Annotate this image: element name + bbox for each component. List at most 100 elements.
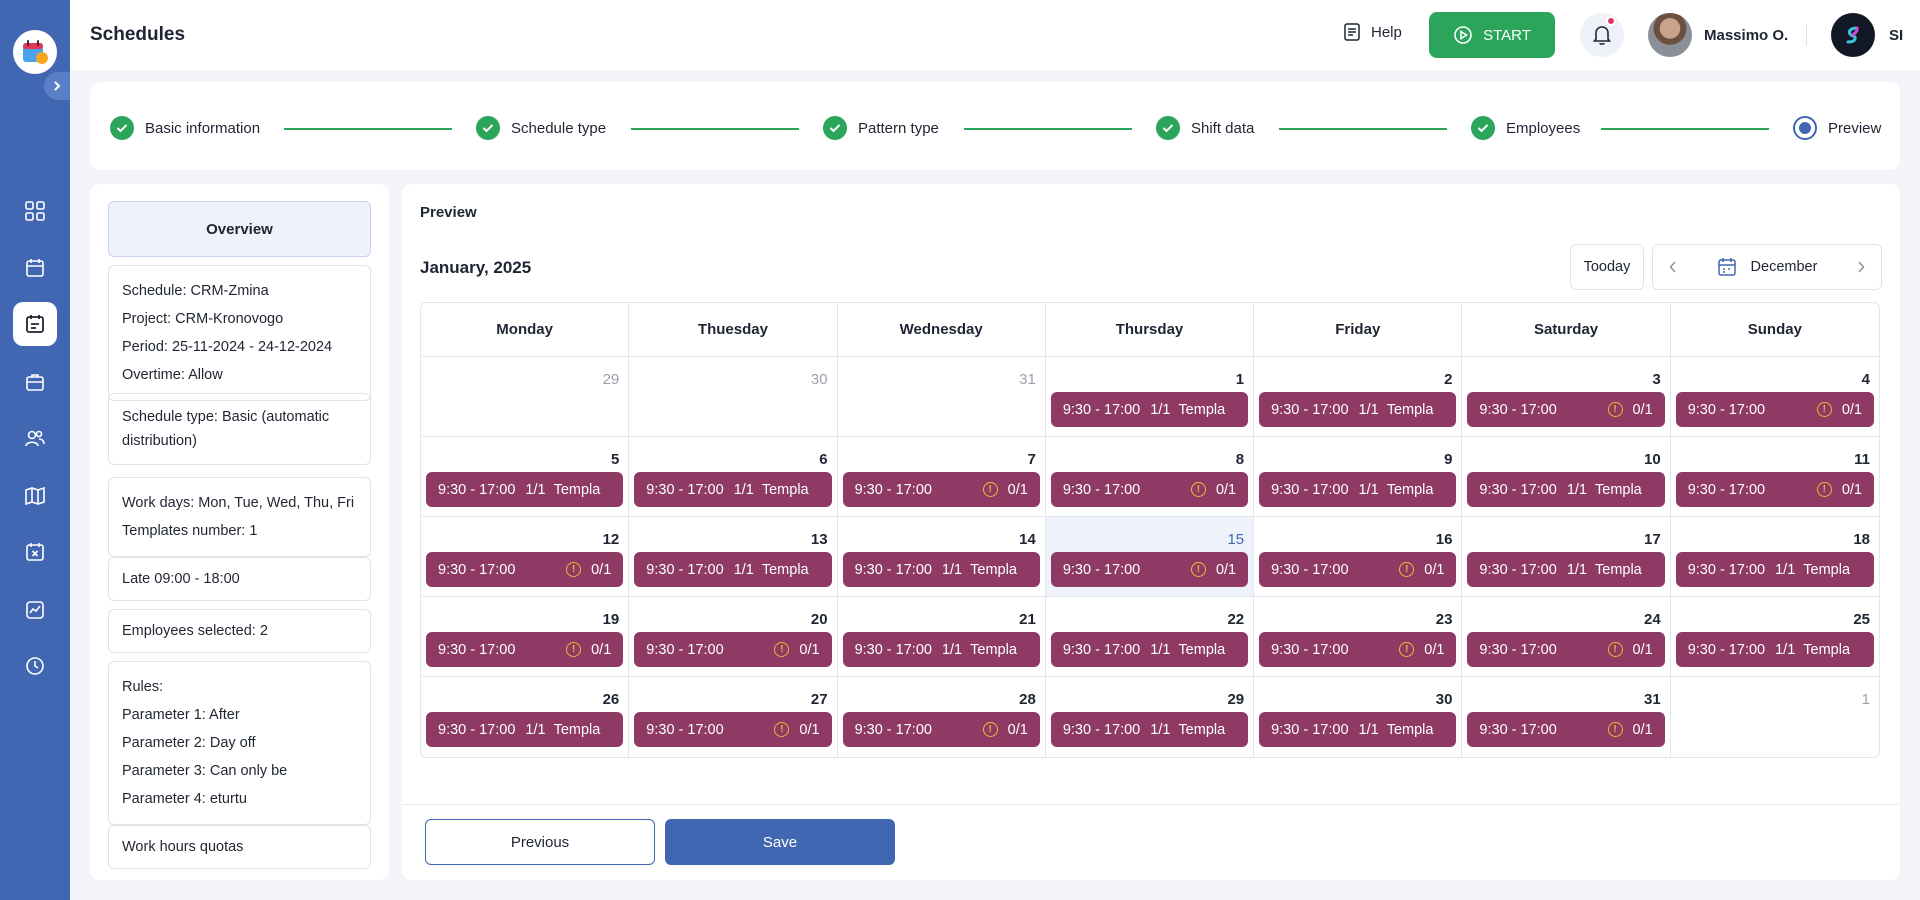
shift-chip[interactable]: 9:30 - 17:00! 0/1 — [634, 632, 832, 667]
calendar-day-cell[interactable]: 12 9:30 - 17:00! 0/1 — [421, 517, 630, 597]
shift-chip[interactable]: 9:30 - 17:00 1/1 Templa — [1675, 552, 1874, 587]
nav-reports[interactable] — [13, 588, 57, 632]
shift-chip[interactable]: 9:30 - 17:00 1/1 Templa — [634, 472, 832, 507]
calendar-day-cell[interactable]: 13 9:30 - 17:00 1/1 Templa — [629, 517, 838, 597]
calendar-day-cell[interactable]: 11 9:30 - 17:00! 0/1 — [1670, 437, 1879, 517]
calendar-day-cell[interactable]: 4 9:30 - 17:00! 0/1 — [1670, 357, 1879, 437]
nav-time[interactable] — [13, 644, 57, 688]
step-basic-information[interactable]: Basic information — [110, 116, 260, 140]
calendar-day-cell[interactable]: 31 9:30 - 17:00! 0/1 — [1462, 677, 1671, 757]
shift-chip[interactable]: 9:30 - 17:00! 0/1 — [842, 472, 1040, 507]
shift-chip[interactable]: 9:30 - 17:00! 0/1 — [842, 712, 1040, 747]
shift-chip[interactable]: 9:30 - 17:00! 0/1 — [1675, 472, 1874, 507]
company-switcher[interactable]: SI — [1831, 13, 1903, 57]
user-menu[interactable]: Massimo O. — [1648, 13, 1788, 57]
start-button[interactable]: START — [1429, 12, 1555, 58]
calendar-day-cell[interactable]: 24 9:30 - 17:00! 0/1 — [1462, 597, 1671, 677]
calendar-day-cell[interactable]: 16 9:30 - 17:00! 0/1 — [1254, 517, 1463, 597]
calendar-day-cell[interactable]: 23 9:30 - 17:00! 0/1 — [1254, 597, 1463, 677]
shift-chip[interactable]: 9:30 - 17:00 1/1 Templa — [1259, 472, 1457, 507]
calendar-day-cell[interactable]: 14 9:30 - 17:00 1/1 Templa — [837, 517, 1046, 597]
template-card: Late 09:00 - 18:00 — [108, 557, 371, 601]
calendar-day-cell[interactable]: 21 9:30 - 17:00 1/1 Templa — [837, 597, 1046, 677]
shift-chip[interactable]: 9:30 - 17:00 1/1 Templa — [1050, 632, 1249, 667]
calendar-day-cell[interactable]: 29 — [421, 357, 630, 437]
calendar-day-cell[interactable]: 28 9:30 - 17:00! 0/1 — [838, 677, 1046, 757]
shift-chip[interactable]: 9:30 - 17:00 1/1 Templa — [842, 632, 1040, 667]
step-preview[interactable]: Preview — [1793, 116, 1881, 140]
shift-chip[interactable]: 9:30 - 17:00! 0/1 — [634, 712, 832, 747]
calendar-day-cell[interactable]: 22 9:30 - 17:00 1/1 Templa — [1045, 597, 1255, 677]
calendar-day-cell[interactable]: 8 9:30 - 17:00! 0/1 — [1045, 437, 1255, 517]
shift-chip[interactable]: 9:30 - 17:00 1/1 Templa — [1467, 472, 1665, 507]
shift-time: 9:30 - 17:00 — [1687, 561, 1766, 578]
app-logo-icon[interactable] — [13, 30, 57, 74]
shift-chip[interactable]: 9:30 - 17:00 1/1 Templa — [426, 712, 624, 747]
shift-chip[interactable]: 9:30 - 17:00! 0/1 — [1050, 552, 1249, 587]
calendar-day-cell[interactable]: 27 9:30 - 17:00! 0/1 — [629, 677, 838, 757]
calendar-day-cell[interactable]: 26 9:30 - 17:00 1/1 Templa — [421, 677, 630, 757]
step-schedule-type[interactable]: Schedule type — [476, 116, 606, 140]
today-button[interactable]: Tooday — [1570, 244, 1644, 290]
calendar-day-cell[interactable]: 3 9:30 - 17:00! 0/1 — [1462, 357, 1671, 437]
shift-chip[interactable]: 9:30 - 17:00! 0/1 — [1259, 632, 1457, 667]
calendar-day-cell[interactable]: 15 9:30 - 17:00! 0/1 — [1045, 517, 1255, 597]
overview-tab[interactable]: Overview — [108, 201, 371, 257]
calendar-day-cell[interactable]: 25 9:30 - 17:00 1/1 Templa — [1670, 597, 1879, 677]
calendar-day-cell[interactable]: 6 9:30 - 17:00 1/1 Templa — [629, 437, 838, 517]
shift-chip[interactable]: 9:30 - 17:00! 0/1 — [1675, 392, 1874, 427]
calendar-day-cell[interactable]: 30 9:30 - 17:00 1/1 Templa — [1254, 677, 1463, 757]
calendar-day-cell[interactable]: 29 9:30 - 17:00 1/1 Templa — [1046, 677, 1255, 757]
next-month-button[interactable] — [1841, 261, 1881, 273]
calendar-day-cell[interactable]: 19 9:30 - 17:00! 0/1 — [421, 597, 630, 677]
nav-absences[interactable] — [13, 530, 57, 574]
notifications-button[interactable] — [1580, 13, 1624, 57]
nav-projects[interactable] — [13, 360, 57, 404]
calendar-day-cell[interactable]: 7 9:30 - 17:00! 0/1 — [837, 437, 1046, 517]
shift-chip[interactable]: 9:30 - 17:00 1/1 Templa — [634, 552, 832, 587]
step-pattern-type[interactable]: Pattern type — [823, 116, 939, 140]
calendar-day-cell[interactable]: 2 9:30 - 17:00 1/1 Templa — [1254, 357, 1463, 437]
calendar-day-cell[interactable]: 31 — [837, 357, 1046, 437]
shift-chip[interactable]: 9:30 - 17:00! 0/1 — [426, 552, 624, 587]
step-employees[interactable]: Employees — [1471, 116, 1580, 140]
calendar-day-cell[interactable]: 1 — [1671, 677, 1879, 757]
month-select[interactable]: December — [1693, 257, 1841, 277]
shift-chip[interactable]: 9:30 - 17:00 1/1 Templa — [1259, 392, 1457, 427]
shift-chip[interactable]: 9:30 - 17:00! 0/1 — [426, 632, 624, 667]
calendar-day-cell[interactable]: 30 — [629, 357, 838, 437]
calendar-icon — [26, 259, 44, 277]
rule-parameter-4: Parameter 4: eturtu — [122, 791, 247, 807]
shift-chip[interactable]: 9:30 - 17:00! 0/1 — [1467, 392, 1665, 427]
nav-users[interactable] — [13, 416, 57, 460]
shift-chip[interactable]: 9:30 - 17:00! 0/1 — [1467, 632, 1665, 667]
shift-chip[interactable]: 9:30 - 17:00 1/1 Templa — [426, 472, 624, 507]
shift-chip[interactable]: 9:30 - 17:00! 0/1 — [1050, 472, 1249, 507]
shift-chip[interactable]: 9:30 - 17:00! 0/1 — [1259, 552, 1457, 587]
calendar-day-cell[interactable]: 17 9:30 - 17:00 1/1 Templa — [1462, 517, 1671, 597]
nav-schedules[interactable] — [13, 302, 57, 346]
shift-chip[interactable]: 9:30 - 17:00 1/1 Templa — [1050, 712, 1249, 747]
save-button[interactable]: Save — [665, 819, 895, 865]
shift-chip[interactable]: 9:30 - 17:00 1/1 Templa — [1259, 712, 1457, 747]
nav-calendar[interactable] — [13, 246, 57, 290]
calendar-day-cell[interactable]: 10 9:30 - 17:00 1/1 Templa — [1462, 437, 1671, 517]
shift-time: 9:30 - 17:00 — [1479, 561, 1557, 578]
shift-chip[interactable]: 9:30 - 17:00 1/1 Templa — [842, 552, 1040, 587]
nav-dashboard[interactable] — [13, 189, 57, 233]
calendar-day-cell[interactable]: 9 9:30 - 17:00 1/1 Templa — [1254, 437, 1463, 517]
calendar-day-cell[interactable]: 18 9:30 - 17:00 1/1 Templa — [1670, 517, 1879, 597]
help-link[interactable]: Help — [1343, 22, 1402, 42]
shift-chip[interactable]: 9:30 - 17:00 1/1 Templa — [1675, 632, 1874, 667]
calendar-day-cell[interactable]: 1 9:30 - 17:00 1/1 Templa — [1045, 357, 1255, 437]
step-shift-data[interactable]: Shift data — [1156, 116, 1254, 140]
prev-month-button[interactable] — [1653, 261, 1693, 273]
calendar-day-cell[interactable]: 20 9:30 - 17:00! 0/1 — [629, 597, 838, 677]
shift-chip[interactable]: 9:30 - 17:00 1/1 Templa — [1467, 552, 1665, 587]
nav-map[interactable] — [13, 474, 57, 518]
expand-sidebar-button[interactable] — [44, 72, 70, 100]
previous-button[interactable]: Previous — [425, 819, 655, 865]
calendar-day-cell[interactable]: 5 9:30 - 17:00 1/1 Templa — [421, 437, 630, 517]
shift-chip[interactable]: 9:30 - 17:00! 0/1 — [1467, 712, 1665, 747]
shift-chip[interactable]: 9:30 - 17:00 1/1 Templa — [1050, 392, 1249, 427]
